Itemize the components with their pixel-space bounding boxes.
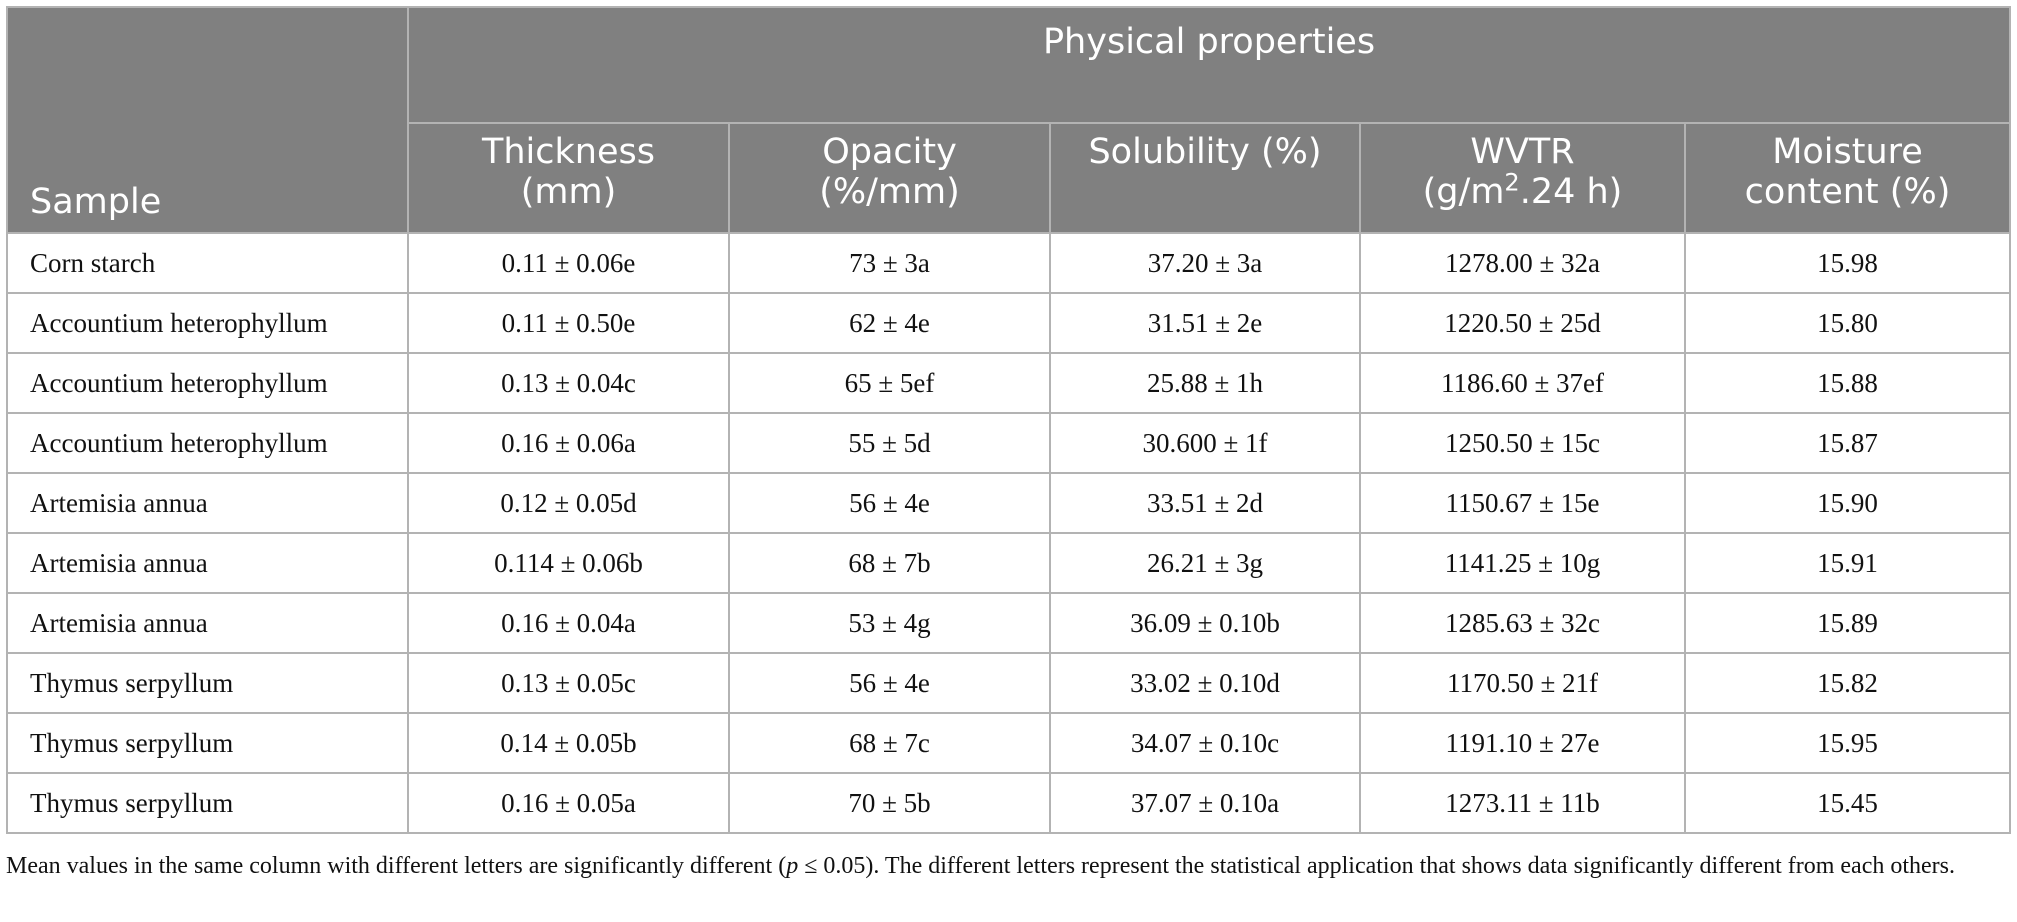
table-row: Accountium heterophyllum 0.13 ± 0.04c 65… (6, 352, 2012, 414)
sample-cell: Accountium heterophyllum (6, 352, 409, 414)
solubility-cell: 26.21 ± 3g (1049, 532, 1361, 594)
moisture-cell: 15.45 (1683, 772, 2012, 834)
sample-column-header: Sample (6, 6, 409, 234)
wvtr-cell: 1250.50 ± 15c (1359, 412, 1686, 474)
thickness-column-header: Thickness (mm) (407, 122, 730, 234)
solubility-cell: 37.07 ± 0.10a (1049, 772, 1361, 834)
table-row: Corn starch 0.11 ± 0.06e 73 ± 3a 37.20 ±… (6, 232, 2012, 294)
moisture-cell: 15.82 (1683, 652, 2012, 714)
footnote-p-symbol: p (786, 853, 799, 879)
opacity-cell: 68 ± 7b (728, 532, 1051, 594)
opacity-cell: 56 ± 4e (728, 652, 1051, 714)
solubility-header-line1: Solubility (%) (1088, 132, 1322, 172)
wvtr-cell: 1141.25 ± 10g (1359, 532, 1686, 594)
opacity-cell: 62 ± 4e (728, 292, 1051, 354)
solubility-cell: 31.51 ± 2e (1049, 292, 1361, 354)
opacity-column-header: Opacity (%/mm) (728, 122, 1051, 234)
wvtr-cell: 1186.60 ± 37ef (1359, 352, 1686, 414)
opacity-cell: 56 ± 4e (728, 472, 1051, 534)
wvtr-unit-post: .24 h) (1519, 172, 1623, 212)
wvtr-cell: 1285.63 ± 32c (1359, 592, 1686, 654)
solubility-cell: 34.07 ± 0.10c (1049, 712, 1361, 774)
thickness-cell: 0.11 ± 0.06e (407, 232, 730, 294)
wvtr-cell: 1191.10 ± 27e (1359, 712, 1686, 774)
sample-cell: Artemisia annua (6, 532, 409, 594)
footnote-text-start: Mean values in the same column with diff… (6, 853, 787, 879)
wvtr-cell: 1278.00 ± 32a (1359, 232, 1686, 294)
opacity-cell: 70 ± 5b (728, 772, 1051, 834)
moisture-cell: 15.89 (1683, 592, 2012, 654)
wvtr-header-line1: WVTR (1470, 132, 1575, 172)
opacity-header-line1: Opacity (822, 132, 957, 172)
solubility-column-header: Solubility (%) (1049, 122, 1361, 234)
opacity-cell: 55 ± 5d (728, 412, 1051, 474)
solubility-cell: 33.51 ± 2d (1049, 472, 1361, 534)
table-row: Artemisia annua 0.12 ± 0.05d 56 ± 4e 33.… (6, 472, 2012, 534)
opacity-header-line2: (%/mm) (819, 172, 960, 212)
wvtr-cell: 1220.50 ± 25d (1359, 292, 1686, 354)
thickness-cell: 0.16 ± 0.05a (407, 772, 730, 834)
table-row: Accountium heterophyllum 0.11 ± 0.50e 62… (6, 292, 2012, 354)
opacity-cell: 65 ± 5ef (728, 352, 1051, 414)
table-body: Corn starch 0.11 ± 0.06e 73 ± 3a 37.20 ±… (6, 232, 2012, 834)
sample-cell: Thymus serpyllum (6, 772, 409, 834)
sample-cell: Thymus serpyllum (6, 712, 409, 774)
moisture-cell: 15.90 (1683, 472, 2012, 534)
thickness-header-line1: Thickness (482, 132, 655, 172)
moisture-cell: 15.98 (1683, 232, 2012, 294)
moisture-cell: 15.87 (1683, 412, 2012, 474)
table-row: Artemisia annua 0.16 ± 0.04a 53 ± 4g 36.… (6, 592, 2012, 654)
wvtr-cell: 1150.67 ± 15e (1359, 472, 1686, 534)
wvtr-column-header: WVTR (g/m2.24 h) (1359, 122, 1686, 234)
sample-cell: Corn starch (6, 232, 409, 294)
solubility-cell: 36.09 ± 0.10b (1049, 592, 1361, 654)
moisture-cell: 15.80 (1683, 292, 2012, 354)
wvtr-header-line2: (g/m2.24 h) (1362, 170, 1683, 212)
physical-properties-group-header: Physical properties (406, 6, 2012, 124)
table-header: Sample Physical properties Thickness (mm… (6, 6, 2012, 234)
moisture-cell: 15.91 (1683, 532, 2012, 594)
moisture-header-line1: Moisture (1772, 132, 1923, 172)
thickness-cell: 0.12 ± 0.05d (407, 472, 730, 534)
sample-cell: Accountium heterophyllum (6, 412, 409, 474)
sample-cell: Accountium heterophyllum (6, 292, 409, 354)
opacity-cell: 68 ± 7c (728, 712, 1051, 774)
thickness-cell: 0.11 ± 0.50e (407, 292, 730, 354)
thickness-cell: 0.13 ± 0.04c (407, 352, 730, 414)
table-row: Thymus serpyllum 0.14 ± 0.05b 68 ± 7c 34… (6, 712, 2012, 774)
physical-properties-table: Sample Physical properties Thickness (mm… (6, 6, 2012, 834)
thickness-cell: 0.114 ± 0.06b (407, 532, 730, 594)
table-footnote: Mean values in the same column with diff… (6, 851, 2011, 882)
opacity-cell: 53 ± 4g (728, 592, 1051, 654)
solubility-cell: 37.20 ± 3a (1049, 232, 1361, 294)
table-row: Artemisia annua 0.114 ± 0.06b 68 ± 7b 26… (6, 532, 2012, 594)
wvtr-cell: 1273.11 ± 11b (1359, 772, 1686, 834)
sample-cell: Thymus serpyllum (6, 652, 409, 714)
solubility-cell: 25.88 ± 1h (1049, 352, 1361, 414)
moisture-cell: 15.88 (1683, 352, 2012, 414)
wvtr-unit-pre: (g/m (1422, 172, 1505, 212)
sample-cell: Artemisia annua (6, 592, 409, 654)
thickness-cell: 0.13 ± 0.05c (407, 652, 730, 714)
table-container: Sample Physical properties Thickness (mm… (6, 6, 2012, 834)
table-row: Accountium heterophyllum 0.16 ± 0.06a 55… (6, 412, 2012, 474)
thickness-cell: 0.16 ± 0.04a (407, 592, 730, 654)
thickness-cell: 0.16 ± 0.06a (407, 412, 730, 474)
solubility-cell: 30.600 ± 1f (1049, 412, 1361, 474)
table-row: Thymus serpyllum 0.16 ± 0.05a 70 ± 5b 37… (6, 772, 2012, 834)
opacity-cell: 73 ± 3a (728, 232, 1051, 294)
thickness-header-line2: (mm) (520, 172, 617, 212)
moisture-header-line2: content (%) (1744, 172, 1951, 212)
sample-cell: Artemisia annua (6, 472, 409, 534)
table-row: Thymus serpyllum 0.13 ± 0.05c 56 ± 4e 33… (6, 652, 2012, 714)
wvtr-unit-superscript: 2 (1504, 168, 1520, 197)
footnote-text-end: ≤ 0.05). The different letters represent… (798, 853, 1955, 879)
thickness-cell: 0.14 ± 0.05b (407, 712, 730, 774)
solubility-cell: 33.02 ± 0.10d (1049, 652, 1361, 714)
moisture-column-header: Moisture content (%) (1683, 122, 2012, 234)
moisture-cell: 15.95 (1683, 712, 2012, 774)
wvtr-cell: 1170.50 ± 21f (1359, 652, 1686, 714)
